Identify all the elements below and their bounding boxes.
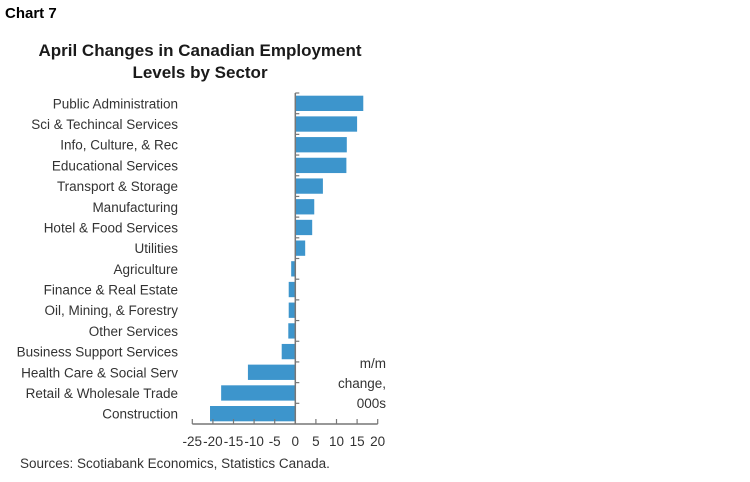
bar-agriculture	[291, 261, 296, 277]
category-label: Utilities	[134, 241, 178, 256]
unit-line-1: m/m	[359, 356, 386, 371]
category-label: Retail & Wholesale Trade	[26, 386, 178, 401]
bar-public-administration	[295, 95, 364, 111]
x-tick-label: -5	[269, 434, 281, 449]
category-label: Other Services	[89, 324, 179, 339]
bar-utilities	[295, 240, 306, 256]
x-tick-label: 10	[329, 434, 344, 449]
bar-oil-mining-forestry	[288, 302, 296, 318]
bar-educational-services	[295, 157, 347, 174]
x-tick-label: -15	[224, 434, 244, 449]
category-label: Educational Services	[52, 158, 178, 173]
category-label: Finance & Real Estate	[44, 283, 178, 298]
x-tick-label: 20	[370, 434, 385, 449]
chart-number-label: Chart 7	[5, 5, 57, 22]
category-label: Sci & Techincal Services	[31, 117, 178, 132]
category-label: Transport & Storage	[57, 179, 178, 194]
bar-other-services	[288, 323, 296, 339]
x-tick-label: -25	[183, 434, 203, 449]
axes-group	[191, 92, 379, 425]
chart-title-line-1: April Changes in Canadian Employment	[38, 41, 362, 60]
bar-business-support-services	[281, 343, 296, 360]
bar-transport-storage	[295, 178, 323, 194]
category-label: Oil, Mining, & Forestry	[44, 303, 178, 318]
x-tick-label: 15	[350, 434, 365, 449]
unit-line-3: 000s	[356, 396, 386, 411]
bar-finance-real-estate	[288, 281, 296, 298]
bar-hotel-food-services	[295, 219, 313, 236]
bar-retail-wholesale-trade	[221, 385, 296, 401]
category-labels: Public Administration Sci & Techincal Ser…	[17, 96, 179, 421]
bars-group	[210, 95, 364, 422]
category-label: Public Administration	[53, 96, 178, 111]
category-label: Business Support Services	[17, 345, 179, 360]
x-axis-unit-label: m/m change, 000s	[320, 354, 386, 414]
x-tick-labels: -25 -20 -15 -10 -5 0 5 10 15 20	[183, 434, 386, 449]
category-label: Agriculture	[113, 262, 178, 277]
category-label: Health Care & Social Serv	[21, 365, 178, 380]
chart-title-line-2: Levels by Sector	[132, 63, 268, 82]
category-label: Info, Culture, & Rec	[60, 138, 178, 153]
x-tick-label: 5	[312, 434, 320, 449]
bar-sci-techincal-services	[295, 116, 358, 132]
category-label: Manufacturing	[92, 200, 178, 215]
bar-manufacturing	[295, 199, 315, 215]
category-label: Hotel & Food Services	[44, 220, 179, 235]
x-tick-label: 0	[292, 434, 300, 449]
source-note: Sources: Scotiabank Economics, Statistic…	[20, 456, 330, 471]
x-tick-label: -20	[203, 434, 223, 449]
chart-title: April Changes in Canadian Employment Lev…	[0, 40, 400, 84]
bar-construction	[210, 406, 296, 422]
x-tick-label: -10	[244, 434, 264, 449]
category-label: Construction	[102, 407, 178, 422]
bar-health-care-social-serv	[247, 364, 296, 380]
bar-info-culture-rec	[295, 137, 347, 153]
unit-line-2: change,	[337, 376, 386, 391]
